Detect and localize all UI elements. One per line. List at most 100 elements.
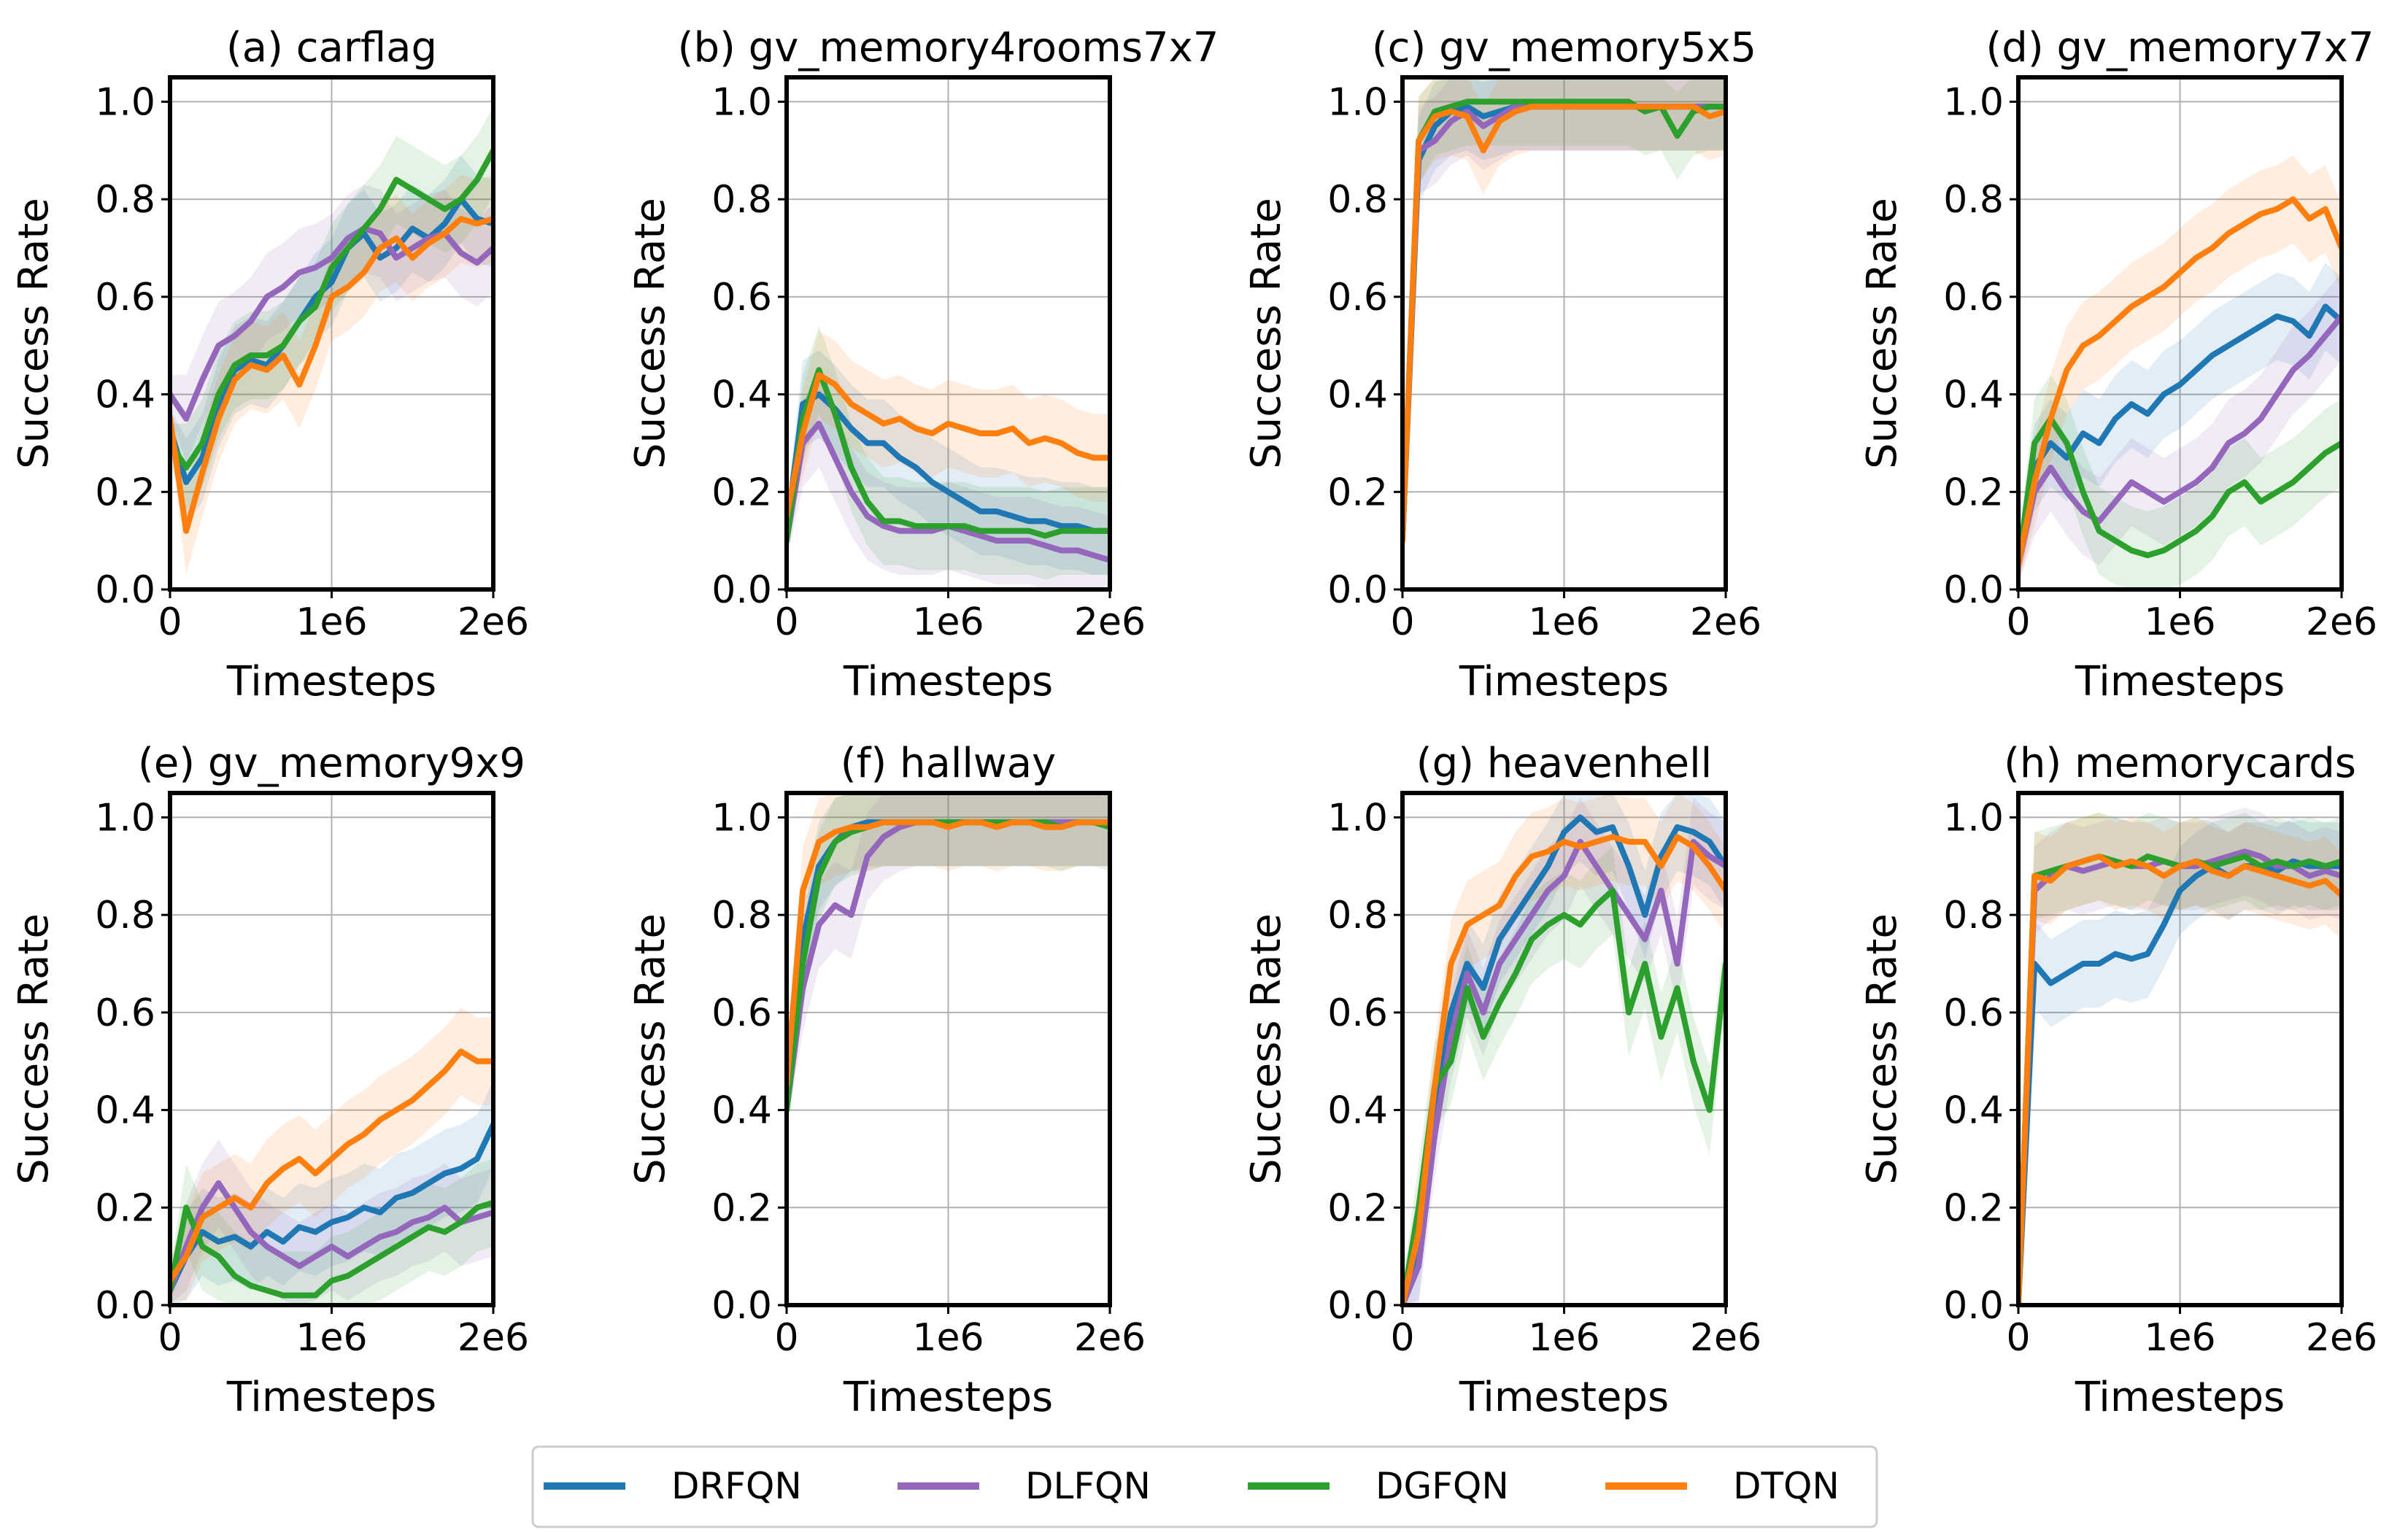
y-tick-label: 1.0 <box>711 80 772 124</box>
y-tick-label: 0.4 <box>1327 1089 1388 1133</box>
y-tick-label: 0.8 <box>95 178 155 222</box>
y-tick-label: 0.8 <box>711 894 772 937</box>
y-axis-label: Success Rate <box>627 913 674 1185</box>
band-drfqn <box>2018 817 2342 1305</box>
chart-panel-6: 0 1e6 2e6 0.0 0.2 0.4 0.6 0.8 1.0 (f) hallway Time… <box>627 740 1146 1421</box>
y-tick-label: 0.0 <box>1327 1284 1388 1328</box>
band-dlfqn <box>2018 272 2342 585</box>
y-tick-label: 0.2 <box>711 1186 772 1230</box>
y-tick-label: 0.2 <box>95 471 155 514</box>
y-tick-label: 0.0 <box>1327 568 1388 612</box>
band-dtqn <box>2018 155 2342 585</box>
band-drfqn <box>2018 263 2342 585</box>
y-tick-label: 0.0 <box>711 1284 772 1328</box>
series-group <box>1402 77 1726 560</box>
y-tick-label: 0.6 <box>1943 276 2004 320</box>
legend-frame <box>531 1445 1878 1528</box>
chart-panel-3: 0 1e6 2e6 0.0 0.2 0.4 0.6 0.8 1.0 (c) gv_memory5x… <box>1243 24 1761 705</box>
band-dlfqn <box>2018 808 2342 1305</box>
y-tick-label: 0.8 <box>1943 894 2004 937</box>
y-tick-label: 0.8 <box>1943 178 2004 222</box>
x-tick-label: 1e6 <box>296 600 367 644</box>
series-group <box>170 107 493 575</box>
band-dgfqn <box>2018 374 2342 589</box>
legend-label-dgfqn: DGFQN <box>1375 1465 1509 1507</box>
chart-title: (a) carflag <box>226 24 437 71</box>
series-group <box>2018 155 2342 589</box>
y-tick-label: 0.0 <box>1943 568 2004 612</box>
y-tick-label: 0.6 <box>1327 276 1388 320</box>
x-tick-label: 2e6 <box>1690 600 1761 644</box>
x-axis-label: Timesteps <box>2075 1374 2285 1421</box>
x-tick-label: 1e6 <box>1528 1316 1599 1360</box>
y-tick-label: 0.6 <box>95 276 155 320</box>
x-tick-label: 1e6 <box>1528 600 1599 644</box>
y-tick-label: 0.2 <box>95 1186 155 1230</box>
series-line-dtqn <box>2018 196 2342 568</box>
y-tick-label: 0.6 <box>1327 991 1388 1035</box>
x-tick-label: 2e6 <box>458 600 529 644</box>
y-tick-label: 0.4 <box>1943 374 2004 417</box>
y-tick-label: 0.2 <box>1943 1186 2004 1230</box>
y-tick-label: 0.4 <box>95 1089 155 1133</box>
series-line-dtqn <box>1402 834 1726 1305</box>
y-tick-label: 1.0 <box>95 796 155 840</box>
series-line-dtqn <box>2018 853 2342 1305</box>
y-tick-label: 1.0 <box>1943 796 2004 840</box>
x-tick-label: 2e6 <box>2306 600 2377 644</box>
band-dgfqn <box>170 107 493 512</box>
x-axis-label: Timesteps <box>1459 1374 1669 1421</box>
chart-panel-4: 0 1e6 2e6 0.0 0.2 0.4 0.6 0.8 1.0 (d) gv_memory7x… <box>1859 24 2377 705</box>
chart-panel-5: 0 1e6 2e6 0.0 0.2 0.4 0.6 0.8 1.0 (e) gv_memory9x… <box>10 740 529 1421</box>
x-tick-label: 0 <box>774 600 798 644</box>
series-group <box>170 1007 493 1305</box>
chart-panel-8: 0 1e6 2e6 0.0 0.2 0.4 0.6 0.8 1.0(h) memorycards… <box>1859 740 2377 1421</box>
legend: DRFQN DLFQN DGFQN DTQN <box>531 1445 1878 1528</box>
series-line-dtqn <box>1402 104 1726 544</box>
y-tick-label: 0.4 <box>711 374 772 417</box>
series-line-dlfqn <box>1402 838 1726 1305</box>
series-line-drfqn <box>787 391 1110 534</box>
chart-panel-7: 0 1e6 2e6 0.0 0.2 0.4 0.6 0.8 1.0 (g) heavenhell T… <box>1243 740 1761 1421</box>
band-dlfqn <box>1402 797 1726 1305</box>
y-tick-label: 0.8 <box>1327 894 1388 937</box>
x-tick-label: 2e6 <box>1074 600 1146 644</box>
y-tick-label: 0.0 <box>95 1284 155 1328</box>
series-group <box>1402 793 1726 1305</box>
series-group <box>2018 808 2342 1305</box>
series-line-dgfqn <box>1402 98 1726 544</box>
band-dtqn <box>1402 793 1726 1305</box>
x-tick-label: 2e6 <box>2306 1316 2377 1360</box>
series-line-dgfqn <box>1402 887 1726 1305</box>
y-axis-label: Success Rate <box>10 913 58 1185</box>
x-tick-label: 0 <box>1390 1316 1414 1360</box>
x-tick-label: 0 <box>1390 600 1414 644</box>
series-line-dgfqn <box>170 147 493 471</box>
y-tick-label: 0.4 <box>1943 1089 2004 1133</box>
legend-label-dlfqn: DLFQN <box>1025 1465 1151 1507</box>
chart-title: (f) hallway <box>841 740 1056 787</box>
y-tick-label: 1.0 <box>95 80 155 124</box>
x-tick-label: 2e6 <box>458 1316 529 1360</box>
chart-panel-1: 0 1e6 2e6 0.0 0.2 0.4 0.6 0.8 1.0 (a) carflag Time… <box>10 24 529 705</box>
band-drfqn <box>787 793 1110 1130</box>
y-tick-label: 1.0 <box>1327 80 1388 124</box>
y-axis-label: Success Rate <box>1243 913 1290 1185</box>
y-tick-label: 0.0 <box>711 568 772 612</box>
series-line-dlfqn <box>170 1180 493 1293</box>
x-axis-label: Timesteps <box>226 658 436 705</box>
series-line-drfqn <box>170 196 493 485</box>
x-tick-label: 0 <box>774 1316 798 1360</box>
band-drfqn <box>1402 793 1726 1305</box>
series-line-dtqn <box>787 819 1110 1089</box>
x-tick-label: 1e6 <box>2144 1316 2215 1360</box>
chart-title: (h) memorycards <box>2004 740 2356 787</box>
series-line-dgfqn <box>170 1199 493 1299</box>
y-tick-label: 1.0 <box>1943 80 2004 124</box>
y-tick-label: 1.0 <box>711 796 772 840</box>
band-dtqn <box>787 330 1110 536</box>
series-line-drfqn <box>1402 814 1726 1305</box>
y-tick-label: 0.6 <box>95 991 155 1035</box>
x-tick-label: 0 <box>2006 600 2030 644</box>
y-tick-label: 0.8 <box>1327 178 1388 222</box>
